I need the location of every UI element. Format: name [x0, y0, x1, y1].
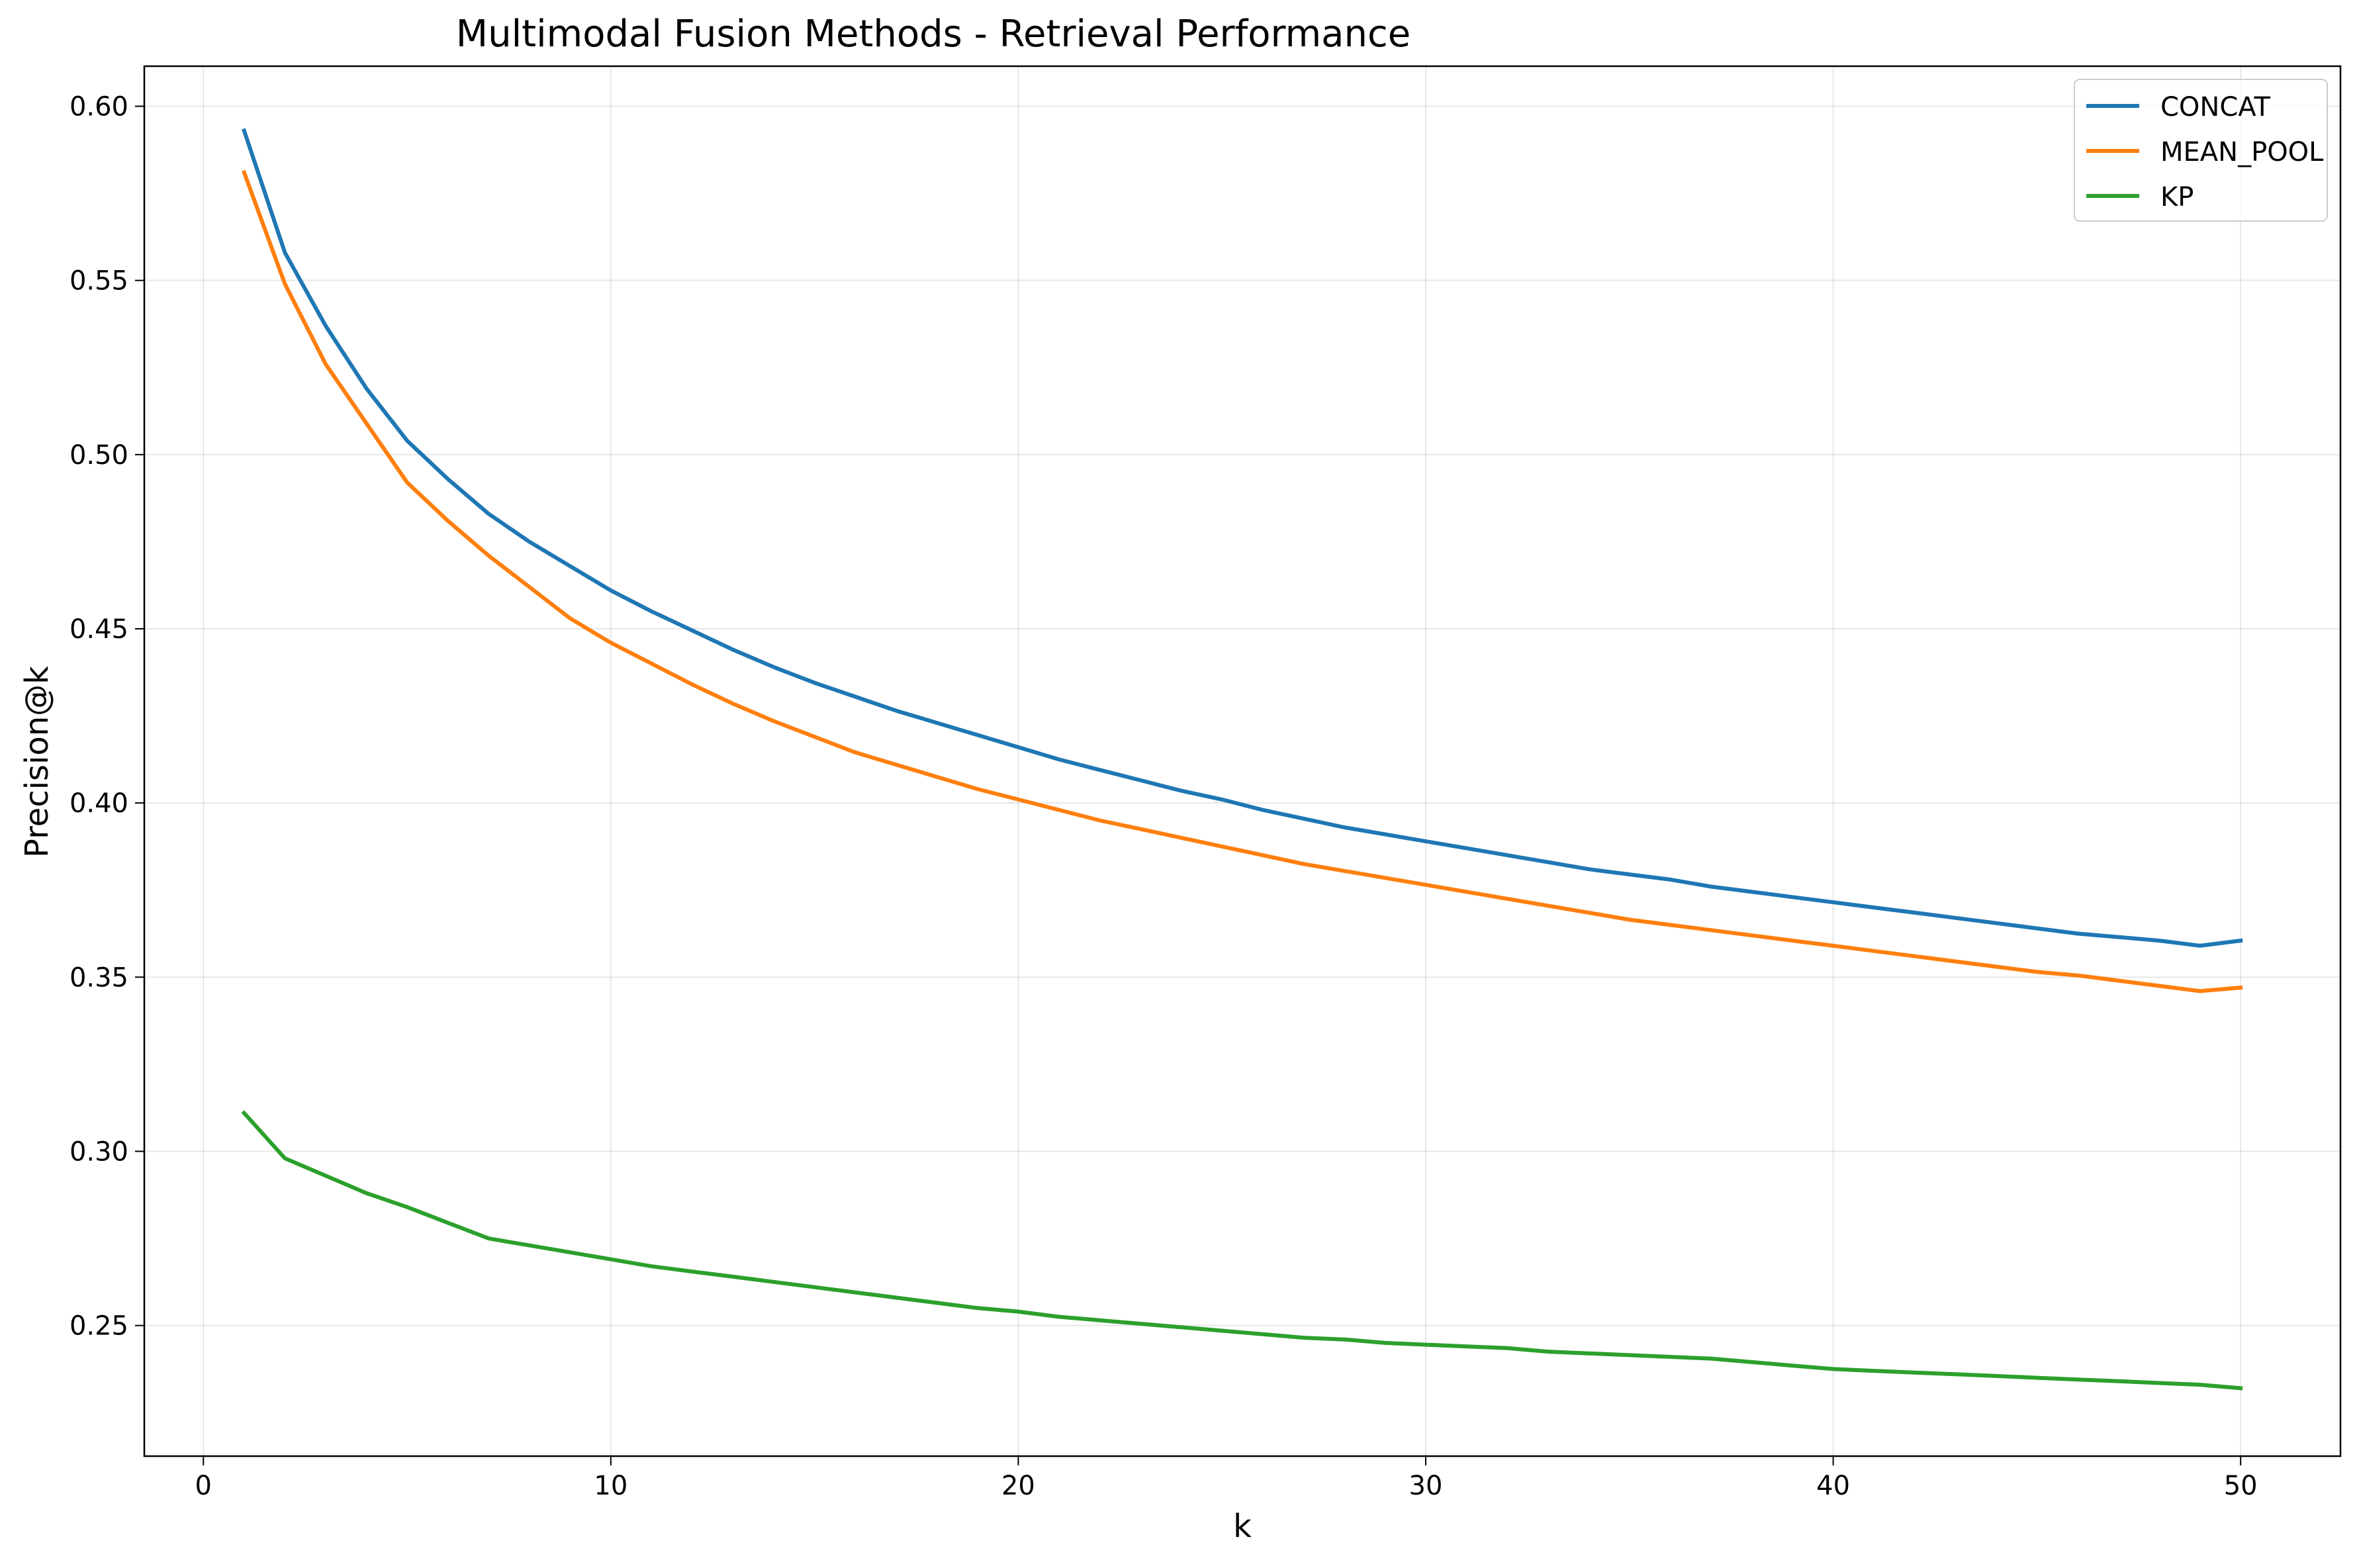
y-tick-label: 0.40	[69, 788, 128, 819]
legend-label-concat: CONCAT	[2160, 92, 2271, 122]
y-axis: 0.25 0.30 0.35 0.40 0.45 0.50 0.55 0.60	[69, 92, 144, 1342]
legend-box	[2074, 79, 2328, 222]
legend-label-mean-pool: MEAN_POOL	[2160, 137, 2324, 167]
x-tick-label: 30	[1409, 1471, 1443, 1501]
x-tick-label: 40	[1816, 1471, 1850, 1501]
x-axis: 0 10 20 30 40 50	[195, 1456, 2258, 1501]
x-tick-label: 10	[594, 1471, 627, 1501]
grid	[144, 66, 2340, 1456]
plot-area-frame	[143, 65, 2342, 1457]
chart-title: Multimodal Fusion Methods - Retrieval Pe…	[456, 13, 1411, 56]
y-tick-label: 0.45	[69, 614, 128, 645]
y-axis-label: Precision@k	[19, 666, 56, 858]
legend: CONCAT MEAN_POOL KP	[2074, 79, 2328, 222]
y-tick-label: 0.35	[69, 962, 128, 993]
series-line-concat	[242, 128, 2243, 948]
series-line-mean-pool	[241, 169, 2243, 993]
y-tick-label: 0.30	[69, 1136, 128, 1167]
y-tick-label: 0.50	[69, 440, 128, 471]
y-tick-label: 0.60	[69, 92, 128, 122]
series-line-kp	[241, 1110, 2243, 1391]
legend-label-kp: KP	[2160, 182, 2194, 212]
x-axis-label: k	[1233, 1508, 1252, 1545]
x-tick-label: 50	[2224, 1471, 2258, 1501]
y-tick-label: 0.25	[69, 1311, 128, 1342]
y-tick-label: 0.55	[69, 266, 128, 297]
series-lines	[241, 128, 2243, 1391]
x-tick-label: 0	[195, 1471, 212, 1501]
x-tick-label: 20	[1001, 1471, 1035, 1501]
